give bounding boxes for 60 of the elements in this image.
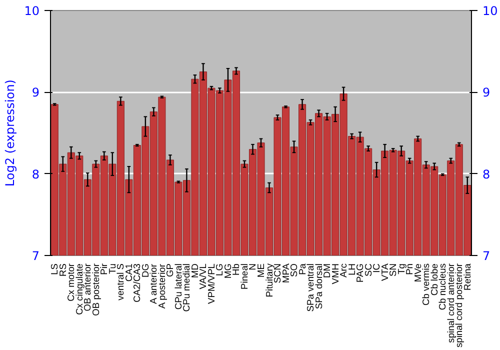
x-tick-label: GP — [165, 263, 176, 277]
x-tick-label: MPA — [280, 262, 291, 284]
x-tick-label: SPa ventral — [306, 263, 316, 312]
y-tick-label: 8 — [32, 167, 40, 182]
x-tick-label: DM — [322, 263, 332, 278]
y2-tick-label: 8 — [482, 167, 490, 182]
x-tick-label: SPa dorsal — [314, 263, 324, 310]
x-tick-label: SO — [289, 263, 300, 277]
x-tick-label: PAG — [355, 263, 366, 283]
y2-tick-label: 7 — [482, 249, 490, 263]
x-tick-label: SC — [363, 263, 374, 276]
x-tick-label: CA1 — [124, 263, 134, 282]
x-tick-label: A posterior — [156, 264, 167, 309]
x-tick-label: MVe — [412, 263, 423, 282]
x-tick-label: VMH — [330, 263, 340, 284]
x-tick-label: Cb vermis — [421, 263, 432, 306]
x-tick-label: SN — [388, 263, 398, 276]
x-tick-label: A anterior — [148, 264, 159, 304]
x-tick-label: IC — [372, 263, 382, 273]
y2-tick-label: 9 — [482, 86, 490, 100]
x-tick-label: Cx cingulate — [74, 263, 84, 315]
x-tick-label: LG — [214, 263, 225, 276]
x-tick-label: SCN — [272, 263, 283, 284]
x-tick-label: CA2/CA3 — [132, 263, 142, 302]
x-tick-label: LH — [346, 263, 357, 276]
x-tick-label: Pa — [297, 262, 308, 275]
x-tick-label: spinal cord posterior — [454, 263, 464, 348]
x-tick-label: MD — [190, 263, 200, 278]
x-tick-label: N — [248, 263, 258, 270]
x-tick-label: CPu lateral — [173, 263, 184, 310]
x-tick-label: VPM/VPL — [206, 264, 216, 304]
y2-tick-label: 10 — [482, 4, 498, 18]
x-tick-label: Pn — [404, 263, 415, 275]
x-tick-label: OB anterior — [82, 263, 93, 312]
x-tick-label: Tu — [107, 263, 118, 274]
x-tick-label: ventral S — [116, 264, 126, 300]
y-tick-label: 10 — [24, 4, 40, 18]
x-tick-label: Cb lobe — [429, 263, 440, 296]
y-axis-title: Log2 (expression) — [3, 80, 18, 186]
x-tick-label: MG — [222, 263, 233, 279]
y-tick-label: 7 — [32, 249, 40, 263]
y-tick-label: 9 — [32, 86, 40, 100]
x-tick-label: Pineal — [239, 263, 250, 290]
x-tick-label: Cb nucleus — [438, 263, 448, 310]
x-tick-label: Pir — [99, 263, 110, 275]
x-tick-label: Pituitary — [264, 263, 274, 298]
x-tick-label: ME — [256, 263, 266, 278]
x-tick-label: RS — [58, 263, 68, 276]
x-tick-label: Tg — [396, 263, 406, 274]
x-tick-label: LS — [50, 263, 60, 275]
x-tick-label: spinal cord anterior — [446, 263, 456, 343]
x-tick-label: OB posterior — [90, 263, 101, 316]
x-tick-label: Cx motor — [66, 263, 76, 302]
x-tick-label: DG — [140, 263, 150, 278]
x-tick-label: Retina — [462, 262, 472, 290]
x-tick-label: Arc — [338, 263, 349, 278]
x-tick-label: VA/VL — [198, 263, 208, 290]
x-tick-label: VTA — [380, 262, 390, 281]
x-tick-label: CPu medial — [182, 264, 192, 312]
x-tick-label: Hb — [231, 263, 242, 276]
